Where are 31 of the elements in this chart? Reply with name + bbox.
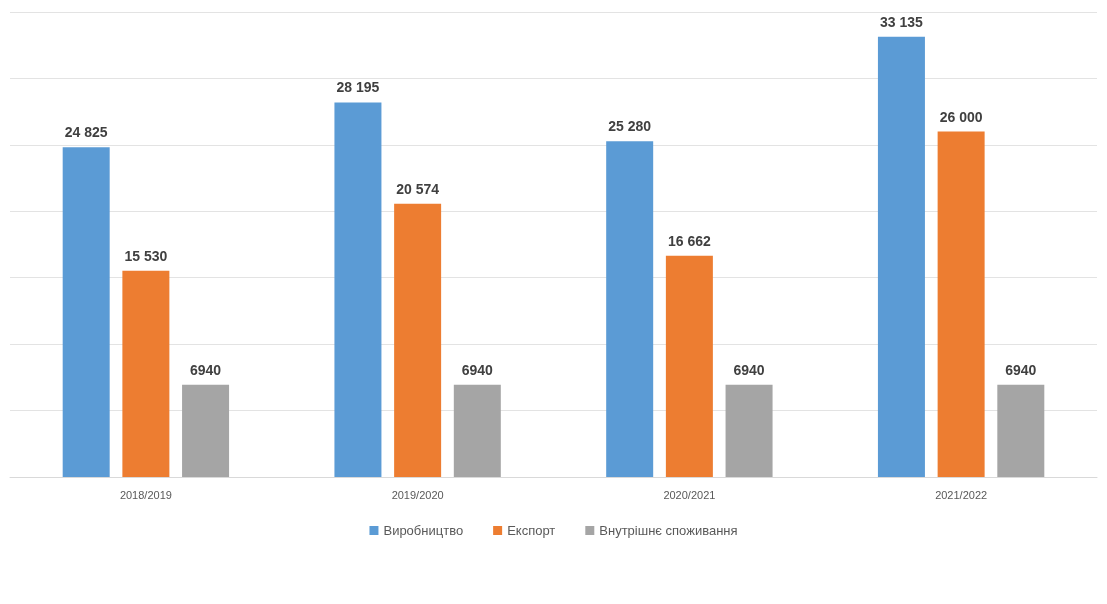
data-label: 28 195 <box>336 79 380 96</box>
data-label: 6940 <box>733 361 765 378</box>
data-label: 6940 <box>461 361 494 378</box>
data-label: 6940 <box>189 361 222 378</box>
data-label: 16 662 <box>667 232 711 249</box>
legend-label: Внутрішнє споживання <box>599 523 738 538</box>
x-tick-label: 2021/2022 <box>935 488 988 501</box>
data-label: 25 280 <box>608 118 652 135</box>
bar <box>182 384 230 477</box>
bar <box>997 384 1045 477</box>
bar <box>122 270 170 477</box>
bar <box>665 255 713 477</box>
bar <box>725 384 773 477</box>
data-label: 24 825 <box>64 124 108 141</box>
data-label: 33 135 <box>880 13 924 30</box>
bar <box>606 141 654 477</box>
bar <box>937 131 985 477</box>
data-label: 6940 <box>1005 361 1037 378</box>
bar <box>334 102 382 477</box>
bar <box>62 147 110 477</box>
bar <box>453 384 501 477</box>
data-label: 26 000 <box>939 108 983 125</box>
x-tick-label: 2018/2019 <box>119 488 172 501</box>
legend-label: Експорт <box>507 523 556 538</box>
legend-label: Виробництво <box>383 523 464 538</box>
x-tick-label: 2020/2021 <box>663 488 716 501</box>
data-label: 15 530 <box>124 247 168 264</box>
bar <box>394 203 442 477</box>
bar <box>877 36 925 477</box>
x-tick-label: 2019/2020 <box>391 488 444 501</box>
data-label: 20 574 <box>396 180 440 197</box>
